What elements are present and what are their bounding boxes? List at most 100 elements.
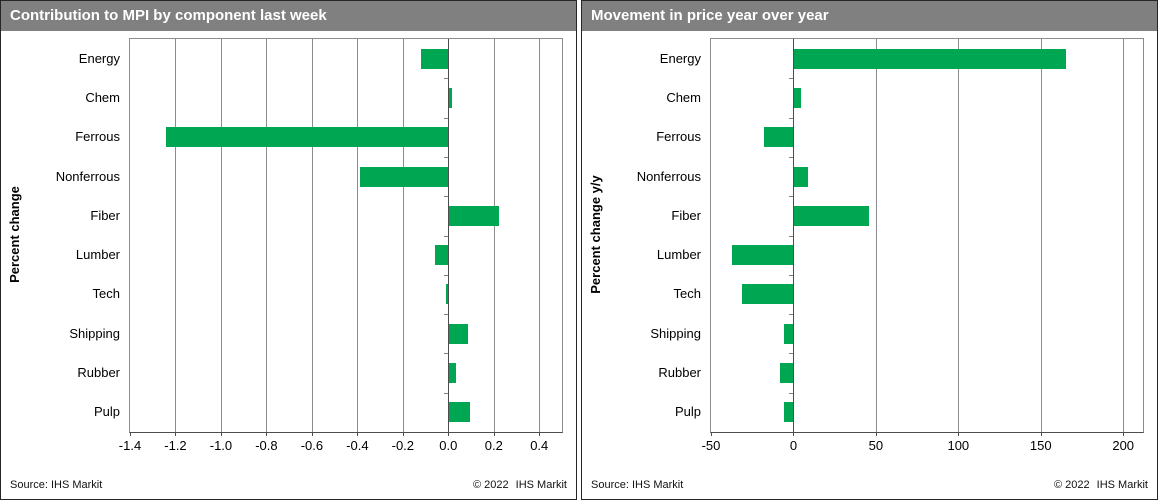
x-tick-label: -1.0 bbox=[209, 438, 233, 453]
zero-axis-tick bbox=[789, 78, 794, 80]
gridline bbox=[311, 39, 313, 432]
category-label: Nonferrous bbox=[55, 168, 120, 184]
zero-axis-tick bbox=[789, 274, 794, 276]
gridline bbox=[1040, 39, 1042, 432]
zero-axis-tick bbox=[444, 156, 449, 158]
bar-ferrous bbox=[763, 127, 794, 148]
x-axis-tick bbox=[1040, 432, 1042, 436]
x-axis-tick bbox=[539, 432, 541, 436]
x-tick-label: 0.4 bbox=[530, 438, 549, 453]
source-note: Source: IHS Markit bbox=[591, 479, 684, 491]
gridline bbox=[220, 39, 222, 432]
x-tick-label: -0.8 bbox=[255, 438, 278, 453]
x-axis-tick bbox=[311, 432, 313, 436]
y-axis-title: Percent change y/y bbox=[587, 175, 603, 294]
right-chart-panel: Movement in price year over year Percent… bbox=[581, 0, 1158, 500]
gridline bbox=[402, 39, 404, 432]
copyright-year: © 2022 bbox=[1054, 479, 1090, 491]
bar-tech bbox=[446, 284, 449, 305]
bar-lumber bbox=[434, 245, 449, 266]
x-tick-label: -1.2 bbox=[164, 438, 187, 453]
x-axis-tick bbox=[1123, 432, 1125, 436]
zero-axis-tick bbox=[789, 117, 794, 119]
zero-axis-tick bbox=[444, 235, 449, 237]
bar-ferrous bbox=[166, 127, 449, 148]
gridline bbox=[1123, 39, 1125, 432]
category-label: Rubber bbox=[658, 365, 701, 381]
zero-axis-tick bbox=[789, 392, 794, 394]
category-label: Tech bbox=[673, 286, 701, 302]
brand-name: IHS Markit bbox=[1096, 479, 1148, 491]
zero-axis-tick bbox=[444, 314, 449, 316]
category-label: Nonferrous bbox=[636, 168, 701, 184]
gridline bbox=[175, 39, 177, 432]
category-label: Fiber bbox=[90, 207, 120, 223]
category-label: Pulp bbox=[93, 404, 120, 420]
panel-header: Contribution to MPI by component last we… bbox=[1, 1, 576, 31]
x-axis-tick bbox=[357, 432, 359, 436]
bar-fiber bbox=[794, 205, 869, 226]
x-tick-label: -0.4 bbox=[346, 438, 369, 453]
category-label: Pulp bbox=[674, 404, 701, 420]
source-note: Source: IHS Markit bbox=[10, 479, 103, 491]
bar-energy bbox=[421, 48, 449, 69]
x-axis-tick bbox=[793, 432, 795, 436]
gridline bbox=[266, 39, 268, 432]
bar-pulp bbox=[783, 402, 794, 423]
gridline bbox=[493, 39, 495, 432]
x-tick-label: 100 bbox=[947, 438, 970, 453]
x-tick-label: 150 bbox=[1029, 438, 1052, 453]
gridline bbox=[958, 39, 960, 432]
zero-axis-tick bbox=[444, 274, 449, 276]
x-tick-label: -0.6 bbox=[300, 438, 324, 453]
x-axis-tick bbox=[958, 432, 960, 436]
copyright-note: © 2022 IHS Markit bbox=[1054, 479, 1148, 491]
bar-chem bbox=[794, 87, 802, 108]
panel-header: Movement in price year over year bbox=[582, 1, 1157, 31]
x-axis-tick bbox=[266, 432, 268, 436]
category-label: Ferrous bbox=[656, 129, 701, 145]
bar-rubber bbox=[449, 363, 457, 384]
bar-lumber bbox=[732, 245, 794, 266]
zero-axis-tick bbox=[789, 353, 794, 355]
x-axis-tick bbox=[130, 432, 131, 436]
category-label: Shipping bbox=[69, 325, 120, 341]
category-label: Rubber bbox=[77, 365, 120, 381]
bar-rubber bbox=[780, 363, 794, 384]
zero-axis-tick bbox=[444, 392, 449, 394]
category-label: Shipping bbox=[650, 325, 701, 341]
copyright-note: © 2022 IHS Markit bbox=[473, 479, 567, 491]
bar-chem bbox=[449, 87, 452, 108]
zero-axis-tick bbox=[789, 156, 794, 158]
chart-title: Contribution to MPI by component last we… bbox=[10, 7, 327, 24]
zero-axis-line bbox=[793, 39, 795, 432]
bar-energy bbox=[794, 48, 1067, 69]
gridline bbox=[539, 39, 541, 432]
x-tick-label: 0.0 bbox=[439, 438, 458, 453]
zero-axis-tick bbox=[444, 196, 449, 198]
x-axis-tick bbox=[711, 432, 712, 436]
x-tick-label: -1.4 bbox=[118, 438, 142, 453]
x-axis-tick bbox=[448, 432, 450, 436]
x-axis-tick bbox=[220, 432, 222, 436]
category-label: Energy bbox=[659, 50, 701, 66]
x-tick-label: 50 bbox=[868, 438, 884, 453]
x-axis-tick bbox=[493, 432, 495, 436]
chart-title: Movement in price year over year bbox=[591, 7, 829, 24]
bar-shipping bbox=[783, 323, 794, 344]
x-tick-label: -50 bbox=[701, 438, 721, 453]
zero-axis-tick bbox=[789, 314, 794, 316]
category-label: Lumber bbox=[75, 247, 120, 263]
category-label: Lumber bbox=[656, 247, 701, 263]
chart-plot: -1.4 -1.2 -1.0 -0.8 -0.6 -0.4 -0.2 0.0 0.2 0.4 Ene… bbox=[56, 38, 563, 453]
category-label: Ferrous bbox=[75, 129, 120, 145]
chart-plot: -50 0 50 100 150 200 Energy Chem Ferrous Nonferro… bbox=[637, 38, 1144, 453]
zero-axis-tick bbox=[789, 196, 794, 198]
category-label: Tech bbox=[92, 286, 120, 302]
x-tick-label: 0 bbox=[789, 438, 798, 453]
x-axis-tick bbox=[402, 432, 404, 436]
bar-nonferrous bbox=[359, 166, 449, 187]
x-tick-label: 0.2 bbox=[484, 438, 503, 453]
category-label: Chem bbox=[666, 89, 701, 105]
